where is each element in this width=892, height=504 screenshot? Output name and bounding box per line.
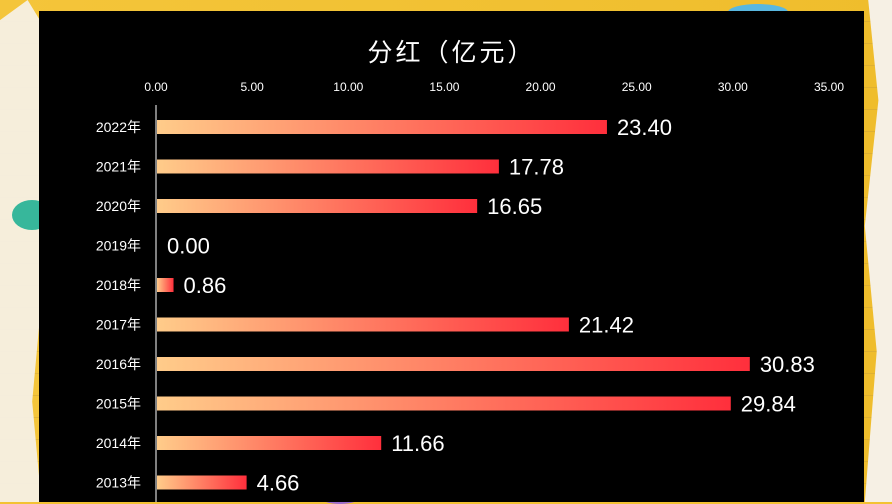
x-tick-label: 35.00 (814, 80, 844, 94)
x-tick-label: 30.00 (718, 80, 748, 94)
bar (157, 120, 607, 134)
bar (157, 159, 499, 174)
category-label: 2015年 (96, 396, 141, 412)
data-label: 29.84 (741, 392, 796, 417)
bar (157, 357, 750, 371)
bar (157, 396, 731, 411)
category-label: 2021年 (96, 159, 141, 175)
bar (157, 199, 478, 213)
bars (157, 120, 750, 490)
bar-chart: 0.00 5.00 10.00 15.00 20.00 25.00 30.00 35.00 2… (96, 80, 844, 502)
bar (157, 436, 382, 450)
x-axis-ticks: 0.00 5.00 10.00 15.00 20.00 25.00 30.00 35.00 (144, 80, 844, 94)
category-label: 2022年 (96, 119, 141, 135)
data-label: 0.86 (184, 273, 227, 298)
data-label: 30.83 (760, 352, 815, 377)
category-labels: 2022年 2021年 2020年 2019年 2018年 2017年 2016年 2015年… (96, 119, 141, 491)
chart-panel: 分红（亿元） 0.00 5.00 10.00 15.00 20.00 25.00 30.00… (39, 11, 864, 502)
data-label: 21.42 (579, 313, 634, 338)
category-label: 2020年 (96, 198, 141, 214)
data-label: 11.66 (391, 431, 444, 456)
category-label: 2019年 (96, 238, 141, 254)
x-tick-label: 20.00 (526, 80, 556, 94)
category-label: 2013年 (96, 475, 141, 491)
bar (157, 317, 569, 332)
category-label: 2018年 (96, 277, 141, 293)
data-label: 0.00 (167, 234, 210, 259)
category-label: 2014年 (96, 435, 141, 451)
x-tick-label: 0.00 (144, 80, 168, 94)
bar (157, 475, 247, 490)
chart-title: 分红（亿元） (367, 38, 536, 67)
data-label: 17.78 (509, 155, 564, 180)
x-tick-label: 25.00 (622, 80, 652, 94)
x-tick-label: 15.00 (429, 80, 459, 94)
data-label: 4.66 (257, 471, 300, 496)
data-label: 23.40 (617, 115, 672, 140)
category-label: 2016年 (96, 356, 141, 372)
x-tick-label: 5.00 (240, 80, 264, 94)
data-labels: 23.40 17.78 16.65 0.00 0.86 21.42 30.83 29.84 11… (167, 115, 815, 496)
bar (157, 278, 174, 292)
category-label: 2017年 (96, 317, 141, 333)
data-label: 16.65 (487, 194, 542, 219)
x-tick-label: 10.00 (333, 80, 363, 94)
